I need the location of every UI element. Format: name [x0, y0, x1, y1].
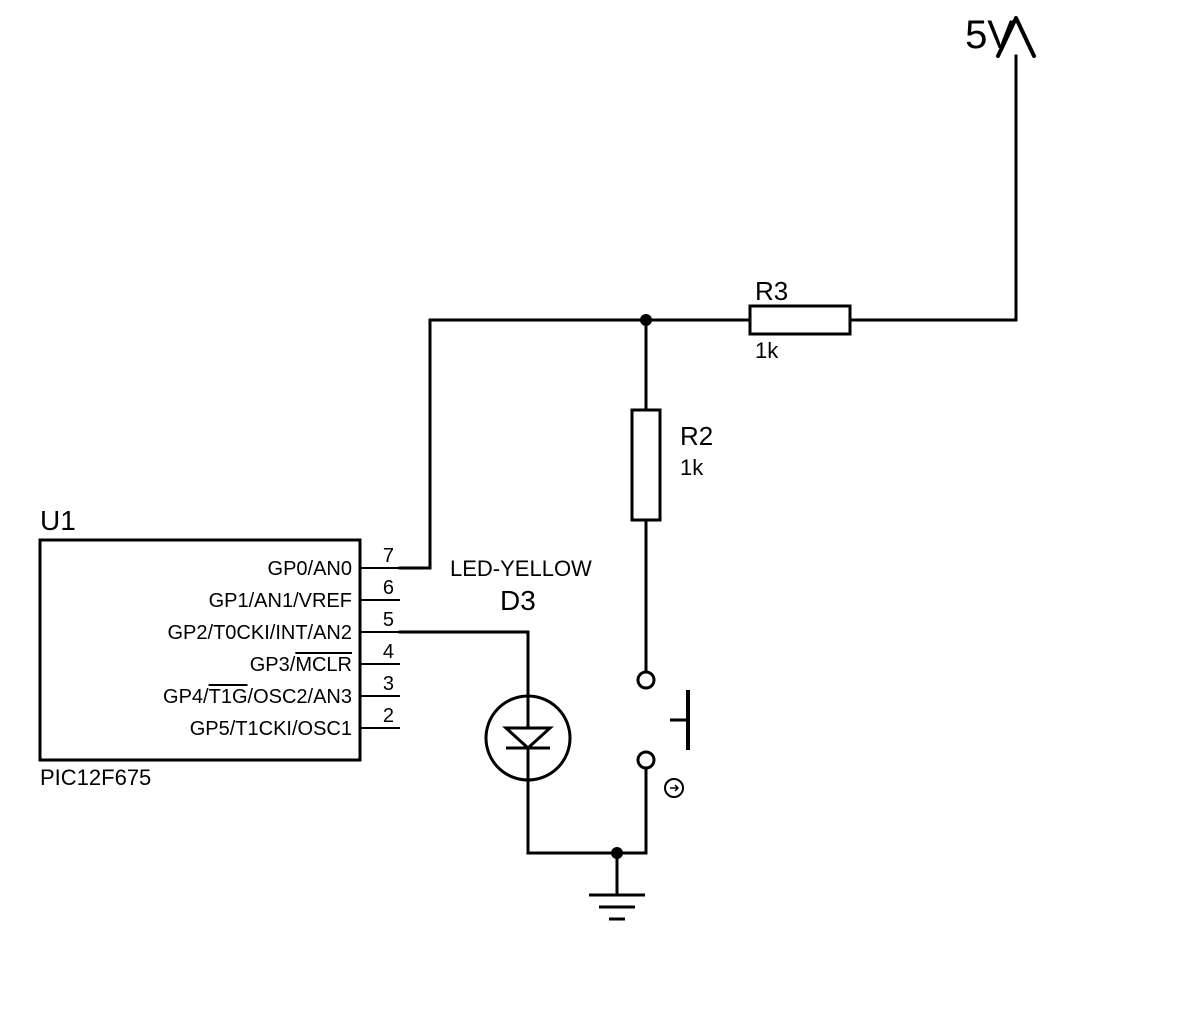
ic-pin-number: 6	[383, 577, 394, 599]
ic-pin-label: GP3/MCLR	[250, 654, 352, 676]
ic-pin-number: 3	[383, 673, 394, 695]
ic-pin-label: GP4/T1G/OSC2/AN3	[163, 686, 352, 708]
ic-part: PIC12F675	[40, 765, 151, 790]
junction-dot	[611, 847, 623, 859]
wire	[400, 632, 528, 696]
ic-pin-number: 2	[383, 705, 394, 727]
ic-pin-label: GP1/AN1/VREF	[209, 590, 352, 612]
switch-terminal	[638, 752, 654, 768]
ic-pin-number: 4	[383, 641, 394, 663]
led-value: LED-YELLOW	[450, 556, 592, 581]
wire	[850, 56, 1016, 320]
wire	[617, 768, 646, 853]
junction-dot	[640, 314, 652, 326]
resistor-r2-value: 1k	[680, 455, 704, 480]
resistor-r2	[632, 410, 660, 520]
circuit-schematic: 5V U1 PIC12F675 7 GP0/AN0 6 GP1/AN1/VREF 5 GP2/T…	[0, 0, 1199, 1025]
ic-pin-number: 7	[383, 545, 394, 567]
ic-pin-label: GP0/AN0	[268, 558, 352, 580]
power-label: 5V	[965, 13, 1014, 57]
ic-pin-number: 5	[383, 609, 394, 631]
resistor-r3	[750, 306, 850, 334]
wire	[528, 780, 617, 853]
resistor-r3-value: 1k	[755, 338, 779, 363]
resistor-r2-ref: R2	[680, 421, 713, 451]
ic-pin-label: GP5/T1CKI/OSC1	[190, 718, 352, 740]
ic-pin-label: GP2/T0CKI/INT/AN2	[168, 622, 353, 644]
wire	[400, 320, 646, 568]
ic-ref: U1	[40, 505, 76, 536]
switch-terminal	[638, 672, 654, 688]
diode-triangle-icon	[506, 728, 550, 748]
led-ref: D3	[500, 585, 536, 616]
resistor-r3-ref: R3	[755, 276, 788, 306]
